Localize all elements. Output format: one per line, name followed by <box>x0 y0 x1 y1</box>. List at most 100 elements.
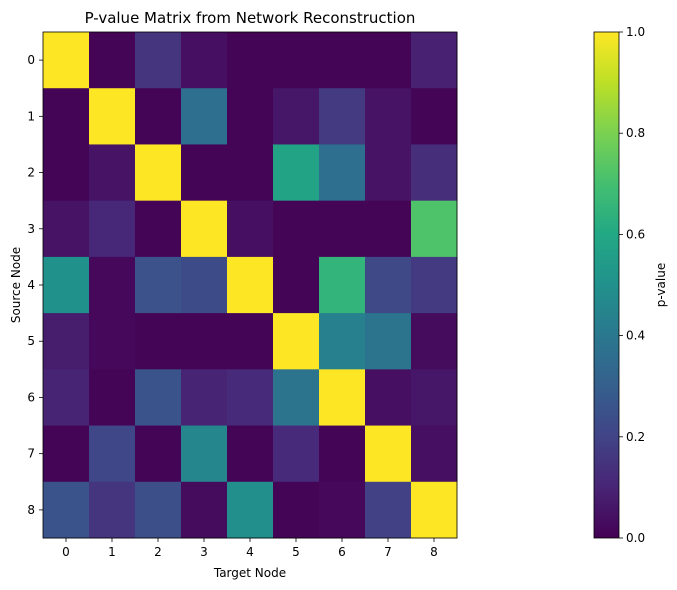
heatmap-cell-0-6 <box>319 32 366 89</box>
heatmap-cell-1-3 <box>181 88 228 145</box>
y-tick-label: 7 <box>27 447 35 461</box>
heatmap-cell-1-6 <box>319 88 366 145</box>
heatmap-cells <box>43 32 458 539</box>
chart-title: P-value Matrix from Network Reconstructi… <box>85 9 416 27</box>
heatmap-cell-8-0 <box>43 481 90 539</box>
heatmap-cell-8-2 <box>135 481 182 539</box>
heatmap-cell-0-8 <box>411 32 458 89</box>
heatmap-cell-0-1 <box>89 32 136 89</box>
heatmap-cell-5-3 <box>181 313 228 370</box>
y-tick-label: 5 <box>27 334 35 348</box>
heatmap-cell-0-7 <box>365 32 412 89</box>
colorbar-tick-label: 1.0 <box>626 25 645 39</box>
heatmap-cell-8-4 <box>227 481 274 539</box>
heatmap-cell-3-1 <box>89 200 136 258</box>
heatmap-cell-5-2 <box>135 313 182 370</box>
heatmap-cell-7-4 <box>227 425 274 483</box>
heatmap-cell-6-8 <box>411 369 458 427</box>
x-tick-label: 3 <box>200 545 208 559</box>
heatmap-cell-2-0 <box>43 144 90 202</box>
heatmap-cell-6-3 <box>181 369 228 427</box>
heatmap-cell-4-5 <box>273 256 320 314</box>
heatmap-cell-7-7 <box>365 425 412 483</box>
heatmap-cell-2-7 <box>365 144 412 202</box>
y-tick-label: 6 <box>27 390 35 404</box>
heatmap-cell-3-7 <box>365 200 412 258</box>
x-tick-label: 5 <box>292 545 300 559</box>
heatmap-cell-3-6 <box>319 200 366 258</box>
heatmap-cell-4-2 <box>135 256 182 314</box>
colorbar-tick-label: 0.8 <box>626 126 645 140</box>
heatmap-cell-5-6 <box>319 313 366 370</box>
heatmap-cell-6-1 <box>89 369 136 427</box>
heatmap-cell-5-5 <box>273 313 320 370</box>
heatmap-cell-3-3 <box>181 200 228 258</box>
x-tick-label: 1 <box>108 545 116 559</box>
heatmap-cell-2-2 <box>135 144 182 202</box>
y-tick-label: 3 <box>27 222 35 236</box>
heatmap-cell-7-5 <box>273 425 320 483</box>
colorbar-tick-label: 0.6 <box>626 227 645 241</box>
y-tick-label: 0 <box>27 53 35 67</box>
heatmap-cell-7-3 <box>181 425 228 483</box>
heatmap-cell-7-6 <box>319 425 366 483</box>
heatmap-cell-4-8 <box>411 256 458 314</box>
heatmap-cell-5-1 <box>89 313 136 370</box>
heatmap-cell-2-1 <box>89 144 136 202</box>
heatmap-cell-3-2 <box>135 200 182 258</box>
colorbar-tick-label: 0.2 <box>626 430 645 444</box>
heatmap-cell-7-0 <box>43 425 90 483</box>
y-tick-label: 8 <box>27 503 35 517</box>
heatmap-cell-8-1 <box>89 481 136 539</box>
x-axis-ticks: 0 1 2 3 4 5 6 7 8 <box>62 538 438 559</box>
heatmap-cell-6-4 <box>227 369 274 427</box>
heatmap-cell-8-8 <box>411 481 458 539</box>
heatmap-cell-0-3 <box>181 32 228 89</box>
heatmap-cell-4-4 <box>227 256 274 314</box>
heatmap-cell-1-5 <box>273 88 320 145</box>
heatmap-cell-1-4 <box>227 88 274 145</box>
x-tick-label: 7 <box>384 545 392 559</box>
heatmap-cell-1-0 <box>43 88 90 145</box>
heatmap-cell-8-7 <box>365 481 412 539</box>
heatmap-cell-3-8 <box>411 200 458 258</box>
heatmap-cell-0-5 <box>273 32 320 89</box>
heatmap-cell-2-4 <box>227 144 274 202</box>
colorbar-tick-label: 0.4 <box>626 329 645 343</box>
x-tick-label: 0 <box>62 545 70 559</box>
y-tick-label: 4 <box>27 278 35 292</box>
heatmap-cell-0-4 <box>227 32 274 89</box>
heatmap-cell-8-6 <box>319 481 366 539</box>
heatmap-cell-2-3 <box>181 144 228 202</box>
heatmap-cell-4-0 <box>43 256 90 314</box>
heatmap-cell-4-1 <box>89 256 136 314</box>
heatmap-cell-5-8 <box>411 313 458 370</box>
heatmap-cell-3-4 <box>227 200 274 258</box>
heatmap-cell-3-0 <box>43 200 90 258</box>
heatmap-cell-7-1 <box>89 425 136 483</box>
heatmap-cell-6-5 <box>273 369 320 427</box>
y-tick-label: 2 <box>27 166 35 180</box>
y-axis-ticks: 0 1 2 3 4 5 6 7 8 <box>27 53 43 517</box>
colorbar-ticks: 0.0 0.2 0.4 0.6 0.8 1.0 <box>619 25 645 545</box>
y-axis-label: Source Node <box>9 247 23 323</box>
x-tick-label: 6 <box>338 545 346 559</box>
heatmap-cell-7-2 <box>135 425 182 483</box>
heatmap-cell-1-1 <box>89 88 136 145</box>
heatmap-cell-0-0 <box>43 32 90 89</box>
heatmap-cell-1-2 <box>135 88 182 145</box>
heatmap-cell-6-6 <box>319 369 366 427</box>
colorbar-frame <box>593 31 620 539</box>
heatmap-cell-6-0 <box>43 369 90 427</box>
x-tick-label: 4 <box>246 545 254 559</box>
colorbar-tick-label: 0.0 <box>626 531 645 545</box>
heatmap-cell-1-8 <box>411 88 458 145</box>
heatmap-cell-2-6 <box>319 144 366 202</box>
y-tick-label: 1 <box>27 109 35 123</box>
heatmap-cell-4-3 <box>181 256 228 314</box>
heatmap-cell-5-7 <box>365 313 412 370</box>
heatmap-cell-8-3 <box>181 481 228 539</box>
heatmap-cell-5-4 <box>227 313 274 370</box>
x-tick-label: 2 <box>154 545 162 559</box>
